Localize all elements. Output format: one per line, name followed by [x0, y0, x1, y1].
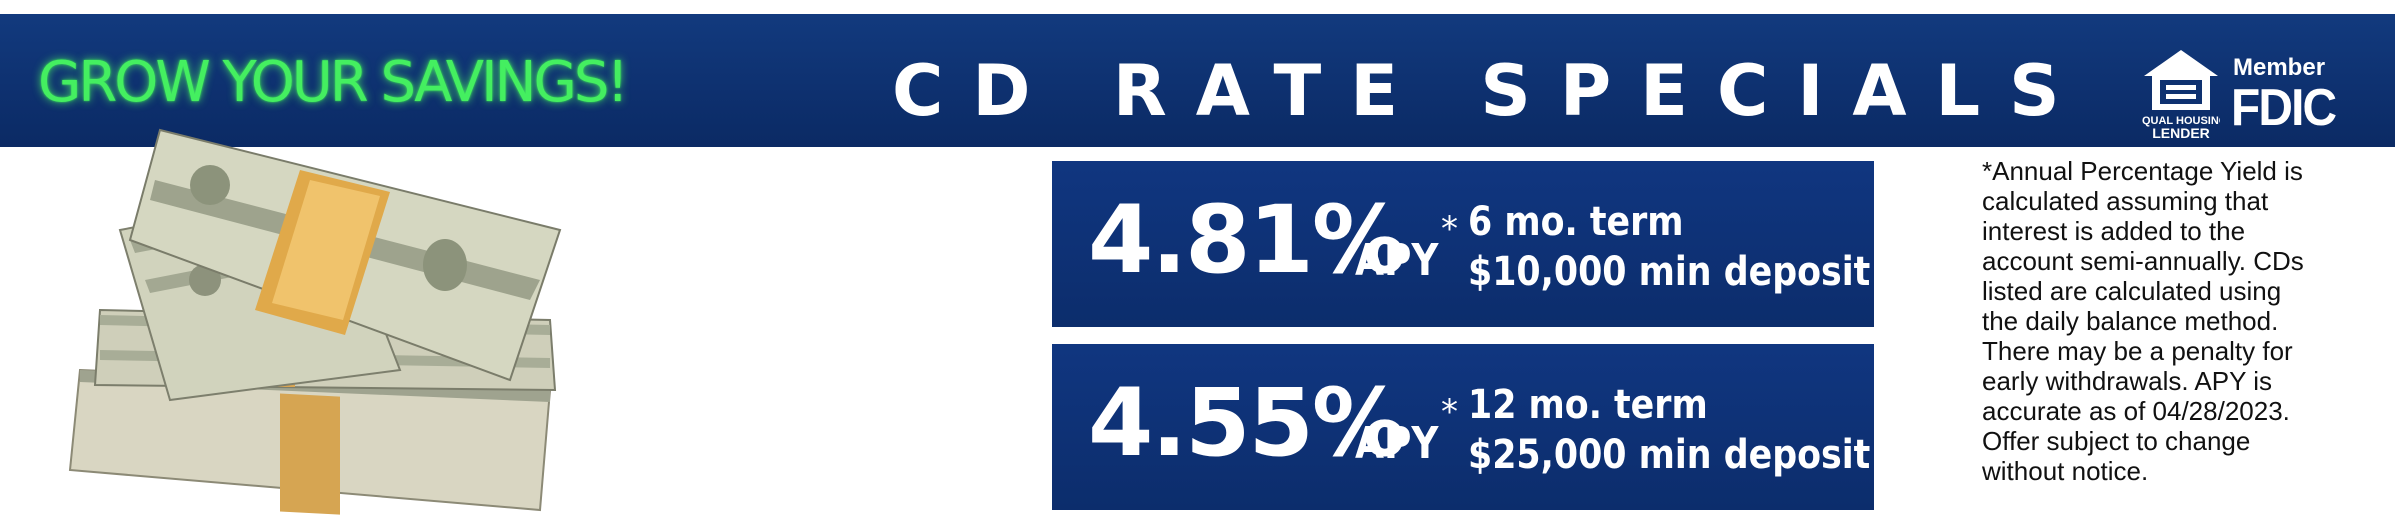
- disclaimer-line: early withdrawals. APY is: [1982, 366, 2272, 396]
- term-details: 6 mo. term $10,000 min deposit: [1468, 197, 1870, 297]
- disclaimer-line: calculated assuming that: [1982, 186, 2269, 216]
- lender-text: LENDER: [2152, 125, 2210, 141]
- disclaimer-line: Offer subject to change: [1982, 426, 2251, 456]
- disclaimer-line: *Annual Percentage Yield is: [1982, 156, 2303, 186]
- bill-stack-bottom: [68, 368, 552, 515]
- asterisk: *: [1441, 209, 1458, 249]
- term-length: 6 mo. term: [1468, 199, 1684, 245]
- disclaimer-line: interest is added to the: [1982, 216, 2246, 246]
- rate-value: 4.55%: [1088, 369, 1406, 478]
- header-banner: GROW YOUR SAVINGS! CD RATE SPECIALS EQUA…: [0, 14, 2395, 147]
- disclaimer-line: accurate as of 04/28/2023.: [1982, 396, 2290, 426]
- asterisk: *: [1441, 392, 1458, 432]
- bill-stack-top: [128, 128, 562, 382]
- disclaimer-line: account semi-annually. CDs: [1982, 246, 2304, 276]
- disclaimer-line: There may be a penalty for: [1982, 336, 2293, 366]
- min-deposit: $25,000 min deposit: [1468, 432, 1871, 478]
- equal-housing-text: EQUAL HOUSING: [2142, 115, 2220, 127]
- member-label: Member: [2233, 54, 2326, 81]
- term-length: 12 mo. term: [1468, 382, 1708, 428]
- apy-label: APY: [1355, 235, 1439, 286]
- term-details: 12 mo. term $25,000 min deposit: [1468, 380, 1870, 480]
- member-logos: EQUAL HOUSING LENDER Member FDIC: [2142, 44, 2372, 146]
- min-deposit: $10,000 min deposit: [1468, 249, 1871, 295]
- tagline: GROW YOUR SAVINGS!: [38, 50, 629, 115]
- disclaimer-line: the daily balance method.: [1982, 306, 2279, 336]
- page-title: CD RATE SPECIALS: [892, 50, 2089, 132]
- rate-value: 4.81%: [1088, 186, 1406, 295]
- fdic-logo: FDIC: [2231, 79, 2337, 137]
- disclaimer-line: without notice.: [1982, 456, 2149, 486]
- apy-disclaimer: *Annual Percentage Yield is calculated a…: [1982, 156, 2362, 486]
- money-stack-image: [68, 128, 562, 515]
- apy-label: APY: [1355, 418, 1439, 469]
- rate-card-6mo: 4.81% APY * 6 mo. term $10,000 min depos…: [1052, 161, 1874, 327]
- rate-card-12mo: 4.55% APY * 12 mo. term $25,000 min depo…: [1052, 344, 1874, 510]
- disclaimer-line: listed are calculated using: [1982, 276, 2282, 306]
- equal-housing-icon: EQUAL HOUSING LENDER: [2142, 50, 2220, 141]
